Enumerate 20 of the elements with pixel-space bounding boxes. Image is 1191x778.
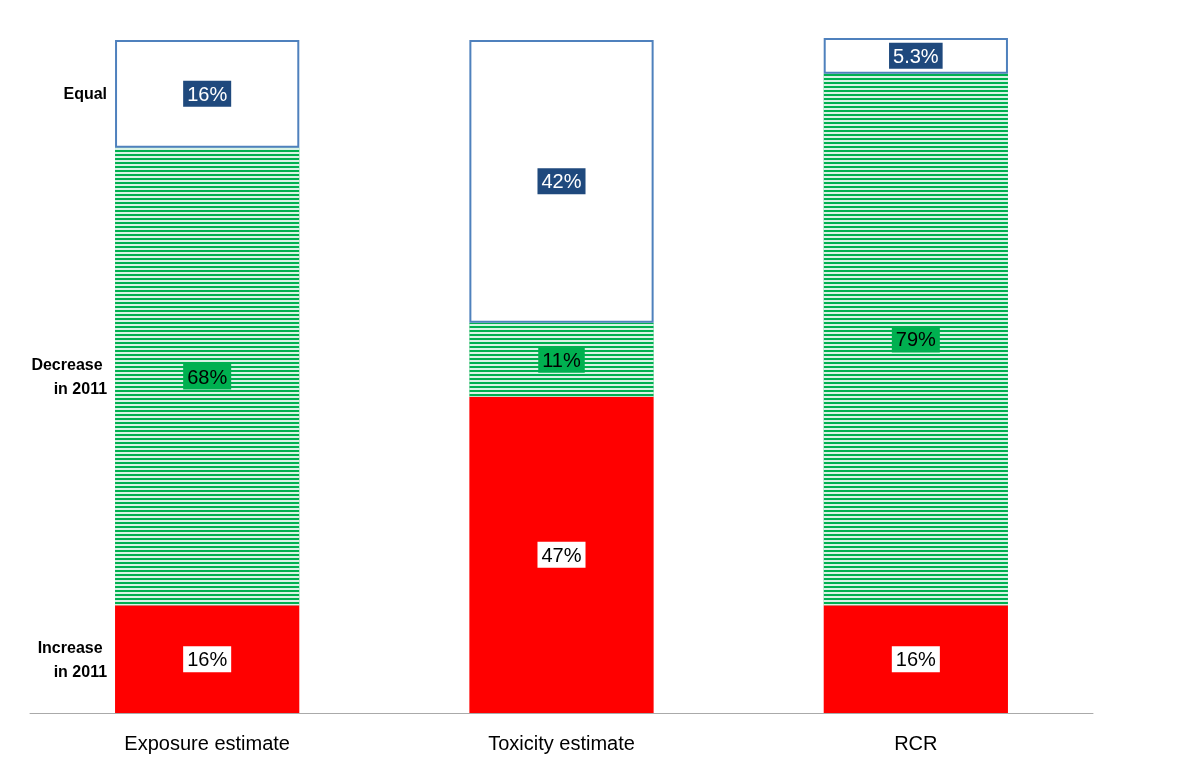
data-label: 16% <box>187 82 228 105</box>
series-label: Equal <box>63 85 108 103</box>
bar <box>115 40 300 148</box>
data-label: 16% <box>895 648 937 671</box>
bar <box>823 605 1008 713</box>
x-tick-label: RCR <box>894 732 938 754</box>
data-label: 16% <box>187 648 228 671</box>
data-label: 5.3% <box>893 44 939 67</box>
series-label: Decrease in 2011 <box>31 356 108 398</box>
bar <box>115 605 300 713</box>
data-label: 79% <box>895 328 937 351</box>
data-label: 11% <box>542 348 581 371</box>
data-label: 47% <box>541 543 582 566</box>
bar <box>469 40 654 323</box>
data-label: 68% <box>187 365 228 388</box>
series-label: Increase in 2011 <box>37 638 108 680</box>
x-tick-label: Toxicity estimate <box>488 732 635 754</box>
bar <box>469 396 654 713</box>
data-label: 42% <box>541 170 582 193</box>
x-tick-label: Exposure estimate <box>124 732 290 754</box>
